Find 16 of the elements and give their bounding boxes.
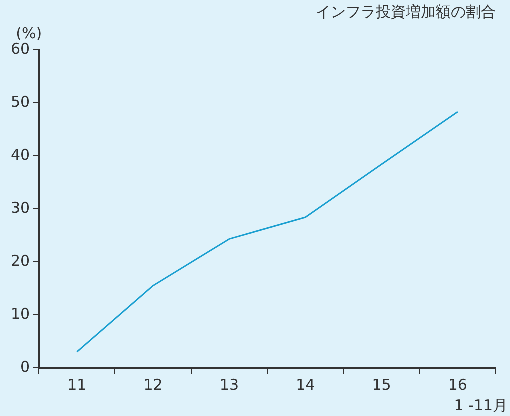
y-tick-label: 40	[10, 146, 30, 164]
y-tick-label: 10	[10, 304, 30, 323]
x-tick-label: 11	[68, 376, 87, 394]
y-tick-label: 50	[10, 92, 30, 111]
y-tick-label: 60	[10, 40, 30, 58]
x-tick-label: 13	[220, 376, 240, 394]
chart-title: インフラ投資増加額の割合	[316, 2, 496, 21]
x-tick-label: 15	[372, 376, 392, 394]
x-tick-label: 16	[448, 376, 468, 394]
y-tick-label: 0	[20, 358, 30, 376]
y-tick-label: 30	[10, 198, 30, 217]
x-tick-label: 14	[296, 376, 316, 394]
y-tick-label: 20	[10, 252, 30, 270]
y-axis-title: (%)	[16, 24, 42, 42]
text: 1 -11月	[454, 396, 508, 414]
x-tick-label: 12	[144, 376, 163, 394]
